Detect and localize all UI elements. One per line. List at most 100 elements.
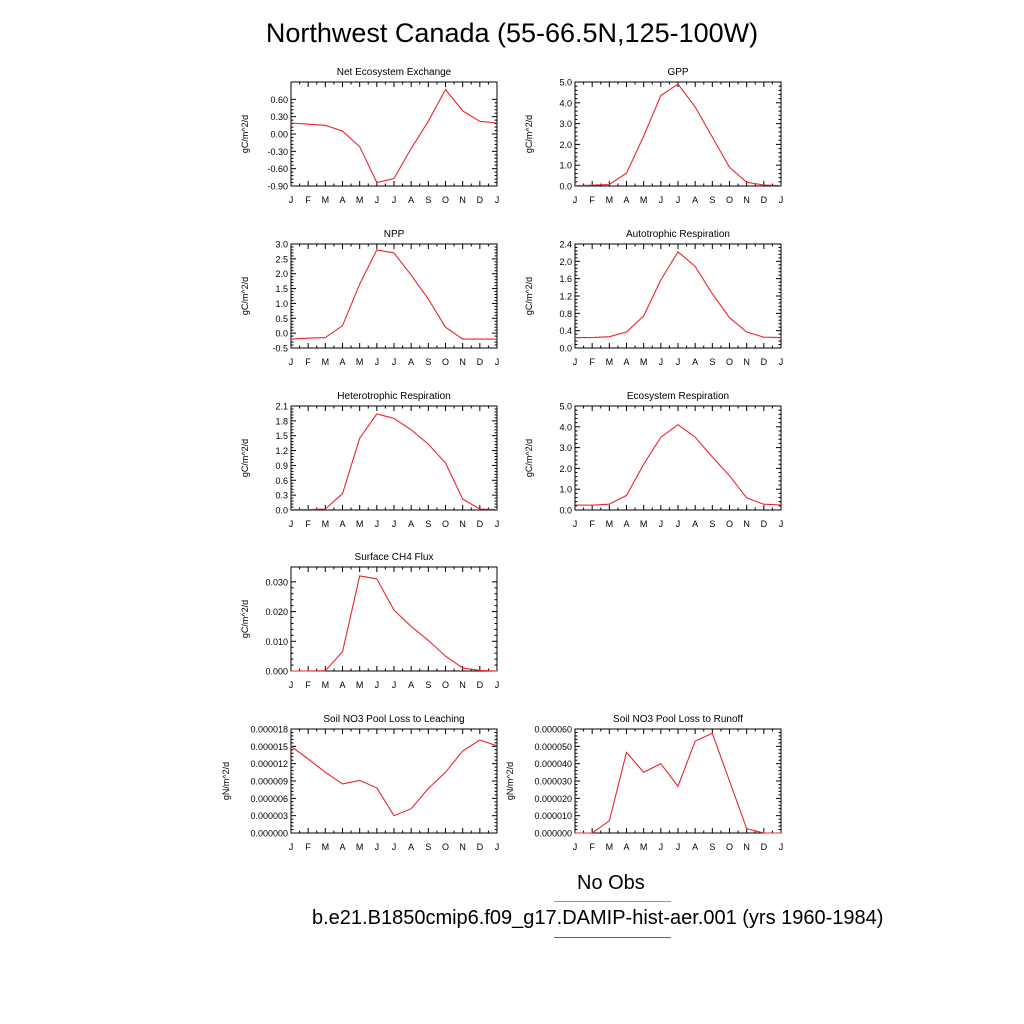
y-axis-label: gN/m^2/d (505, 762, 515, 800)
y-tick-label: -0.60 (267, 164, 288, 174)
x-tick-label: M (640, 842, 648, 852)
x-tick-label: J (779, 519, 784, 529)
x-tick-label: J (573, 357, 578, 367)
x-tick-label: D (761, 195, 768, 205)
x-tick-label: O (442, 680, 449, 690)
x-tick-label: M (356, 195, 364, 205)
x-tick-label: J (573, 195, 578, 205)
x-tick-label: A (408, 357, 414, 367)
x-tick-label: J (659, 357, 664, 367)
x-tick-label: A (408, 519, 414, 529)
y-tick-label: 2.1 (275, 402, 288, 412)
x-tick-label: M (640, 357, 648, 367)
y-tick-label: 0.3 (275, 491, 288, 501)
x-tick-label: A (339, 842, 345, 852)
legend-model-line (554, 937, 671, 938)
x-tick-label: D (477, 195, 484, 205)
y-axis-label: gN/m^2/d (221, 762, 231, 800)
plot-frame (574, 81, 782, 187)
y-axis-label: gC/m^2/d (524, 115, 534, 153)
y-tick-label: 0.000015 (250, 742, 288, 752)
x-tick-label: F (589, 842, 595, 852)
x-tick-label: O (726, 195, 733, 205)
y-tick-label: 0.000000 (534, 829, 572, 839)
y-tick-label: 2.0 (559, 140, 572, 150)
y-tick-label: 0.000020 (534, 794, 572, 804)
x-tick-label: D (477, 680, 484, 690)
series-line (290, 249, 497, 340)
y-tick-label: 1.2 (275, 446, 288, 456)
x-tick-label: J (495, 357, 500, 367)
x-tick-label: M (606, 519, 614, 529)
y-tick-label: 0.9 (275, 461, 288, 471)
y-tick-label: 4.0 (559, 98, 572, 108)
x-tick-label: J (676, 195, 681, 205)
chart-panel-4: J F M A M J J A S O N D J0.00.40.81.21.62.02.4Autotr… (524, 229, 783, 367)
x-tick-label: J (375, 519, 380, 529)
y-tick-label: 0.000009 (250, 777, 288, 787)
chart-panel-6: J F M A M J J A S O N D J0.01.02.03.04.05.0Ecosystem… (524, 391, 783, 529)
x-tick-label: M (322, 357, 330, 367)
y-tick-label: 2.0 (559, 464, 572, 474)
y-axis-label: gC/m^2/d (240, 439, 250, 477)
x-tick-label: M (640, 519, 648, 529)
plot-frame (574, 405, 782, 511)
y-tick-label: 0.000040 (534, 759, 572, 769)
x-tick-label: D (477, 842, 484, 852)
x-tick-label: A (623, 842, 629, 852)
x-tick-label: A (692, 195, 698, 205)
x-tick-label: J (375, 357, 380, 367)
chart-title: NPP (384, 229, 405, 240)
x-tick-label: J (676, 842, 681, 852)
y-tick-label: -0.5 (272, 344, 288, 354)
y-tick-label: 3.0 (275, 240, 288, 250)
x-tick-label: M (322, 842, 330, 852)
x-tick-label: J (495, 195, 500, 205)
x-tick-label: A (408, 680, 414, 690)
y-tick-label: 0.30 (270, 112, 288, 122)
x-tick-label: N (743, 357, 750, 367)
x-tick-label: A (339, 519, 345, 529)
y-tick-label: 3.0 (559, 443, 572, 453)
series-line (290, 739, 498, 817)
y-tick-label: 0.000012 (250, 759, 288, 769)
plot-frame (290, 243, 498, 349)
y-tick-label: 0.000000 (250, 829, 288, 839)
chart-panel-2: J F M A M J J A S O N D J0.01.02.03.04.05.0GPPgC/m^2… (524, 67, 783, 205)
y-tick-label: 1.8 (275, 416, 288, 426)
x-tick-label: F (305, 680, 311, 690)
x-tick-label: M (356, 842, 364, 852)
y-tick-label: 0.0 (559, 344, 572, 354)
x-tick-label: N (743, 842, 750, 852)
y-tick-label: 0.030 (265, 577, 288, 587)
x-tick-label: S (425, 357, 431, 367)
y-tick-label: 0.5 (275, 314, 288, 324)
x-tick-label: J (392, 195, 397, 205)
x-tick-label: A (692, 519, 698, 529)
plot-frame (290, 728, 498, 834)
chart-title: Autotrophic Respiration (626, 229, 730, 240)
x-tick-label: M (640, 195, 648, 205)
x-tick-label: A (623, 195, 629, 205)
x-tick-label: N (459, 357, 466, 367)
series-line (575, 732, 781, 834)
x-tick-label: J (659, 519, 664, 529)
x-tick-label: A (692, 842, 698, 852)
plot-frame (290, 566, 498, 672)
chart-title: Net Ecosystem Exchange (337, 67, 452, 78)
x-tick-label: N (743, 519, 750, 529)
x-tick-label: M (322, 195, 330, 205)
x-tick-label: J (392, 842, 397, 852)
chart-title: Ecosystem Respiration (627, 391, 729, 402)
y-axis-label: gC/m^2/d (240, 600, 250, 638)
chart-title: Heterotrophic Respiration (337, 391, 450, 402)
x-tick-label: S (709, 195, 715, 205)
x-tick-label: J (495, 680, 500, 690)
y-tick-label: 0.4 (559, 326, 572, 336)
y-tick-label: 0.000018 (250, 725, 288, 735)
x-tick-label: S (425, 195, 431, 205)
x-tick-label: S (425, 680, 431, 690)
x-tick-label: M (356, 680, 364, 690)
x-tick-label: F (305, 195, 311, 205)
y-tick-label: 0.6 (275, 476, 288, 486)
